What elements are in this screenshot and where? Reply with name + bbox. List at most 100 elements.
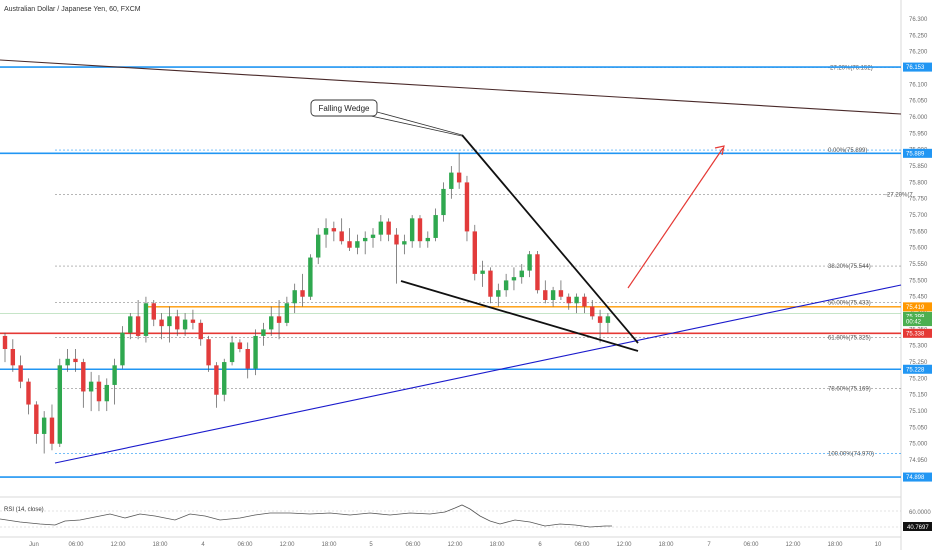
candle-body xyxy=(386,221,391,235)
price-tag xyxy=(903,302,932,312)
x-tick-label: 10 xyxy=(875,542,882,548)
candle-body xyxy=(135,316,141,336)
x-tick-label: 12:00 xyxy=(785,542,801,548)
x-tick-label: 18:00 xyxy=(827,542,843,548)
price-tag-label: 75.228 xyxy=(906,367,925,373)
candle-body xyxy=(151,303,156,320)
y-tick-label: 75.250 xyxy=(909,360,928,366)
candle-body xyxy=(590,306,595,317)
candle-body xyxy=(535,254,540,291)
y-tick-label: 75.850 xyxy=(909,164,928,170)
callout-pointer-1 xyxy=(376,111,463,136)
target-arrow-line xyxy=(627,147,724,289)
y-tick-label: 76.300 xyxy=(909,17,928,23)
candle-body xyxy=(409,218,415,242)
candle-body xyxy=(73,358,78,363)
candle-body xyxy=(425,237,431,242)
candle-body xyxy=(355,241,360,248)
x-tick-label: 18:00 xyxy=(152,542,168,548)
candle-body xyxy=(143,303,149,336)
callout-pointer-2 xyxy=(370,115,463,137)
price-tag-label: 75.419 xyxy=(906,305,925,311)
candle-body xyxy=(229,342,235,363)
y-tick-label: 75.550 xyxy=(909,262,928,268)
y-tick-label: 76.050 xyxy=(909,99,928,105)
candle-body xyxy=(488,270,493,297)
candle-body xyxy=(402,241,407,245)
candle-body xyxy=(543,290,548,300)
fib-level-label: 50.00%(75.433) xyxy=(828,300,871,306)
x-tick-label: 18:00 xyxy=(658,542,674,548)
candle-body xyxy=(261,329,266,336)
y-tick-label: 76.250 xyxy=(909,33,928,39)
candle-body xyxy=(269,316,274,330)
candle-body xyxy=(182,319,188,330)
candle-body xyxy=(88,381,94,392)
x-tick-label: 4 xyxy=(201,542,205,548)
price-tag xyxy=(903,317,932,327)
long-downtrend-line xyxy=(0,59,902,115)
candle-body xyxy=(339,231,344,242)
candle-body xyxy=(276,316,282,323)
candle-body xyxy=(112,365,117,385)
y-tick-label: 75.700 xyxy=(909,213,928,219)
x-tick-label: 6 xyxy=(538,542,542,548)
candle-body xyxy=(245,349,250,369)
x-tick-label: 06:00 xyxy=(743,542,759,548)
candle-body xyxy=(519,270,524,278)
candle-body xyxy=(96,381,102,402)
candle-body xyxy=(214,365,219,395)
y-tick-label: 75.750 xyxy=(909,197,928,203)
price-tag-label: 75.338 xyxy=(906,331,925,337)
candle-body xyxy=(10,349,16,366)
candle-body xyxy=(167,316,172,327)
candle-body xyxy=(433,215,438,238)
y-tick-label: 76.200 xyxy=(909,50,928,56)
candle-body xyxy=(159,319,164,327)
price-tag xyxy=(903,311,932,321)
x-tick-label: 06:00 xyxy=(68,542,84,548)
y-tick-label: 75.300 xyxy=(909,344,928,350)
y-tick-label: 75.050 xyxy=(909,425,928,431)
x-tick-label: 06:00 xyxy=(237,542,253,548)
candle-body xyxy=(206,339,211,366)
x-tick-label: 12:00 xyxy=(279,542,295,548)
x-tick-label: 18:00 xyxy=(321,542,337,548)
fib-level-label: -27.20%(76.152) xyxy=(828,65,873,71)
candle-body xyxy=(574,296,579,304)
candle-body xyxy=(49,417,55,444)
candle-body xyxy=(316,234,321,258)
price-tag xyxy=(903,148,932,158)
x-tick-label: 12:00 xyxy=(447,542,463,548)
fib-level-label: 61.80%(75.325) xyxy=(828,336,871,342)
candle-body xyxy=(128,316,133,333)
callout-box xyxy=(310,99,378,117)
candle-body xyxy=(511,277,517,281)
candle-body xyxy=(190,319,196,323)
x-tick-label: 12:00 xyxy=(616,542,632,548)
fib-level-label: 0.00%(75.899) xyxy=(828,148,867,154)
x-tick-label: Jun xyxy=(29,542,39,548)
candle-body xyxy=(347,241,352,248)
y-tick-label: 74.950 xyxy=(909,458,928,464)
candle-body xyxy=(582,296,587,307)
y-tick-label: 75.450 xyxy=(909,295,928,301)
candle-body xyxy=(605,316,611,323)
price-tag xyxy=(903,364,932,374)
candle-body xyxy=(81,362,86,392)
candle-body xyxy=(198,322,203,340)
y-tick-label: 75.650 xyxy=(909,229,928,235)
candle-body xyxy=(300,290,305,297)
candle-body xyxy=(65,358,70,366)
rsi-value-tag xyxy=(903,522,932,531)
candle-body xyxy=(370,234,376,238)
candle-body xyxy=(550,290,556,300)
x-tick-label: 18:00 xyxy=(489,542,505,548)
price-tag xyxy=(903,328,932,338)
y-tick-label: 75.200 xyxy=(909,376,928,382)
rsi-value-label: 40.7697 xyxy=(907,525,929,531)
y-tick-label: 75.500 xyxy=(909,278,928,284)
candle-body xyxy=(292,290,297,304)
falling-wedge-callout: Falling Wedge xyxy=(310,99,463,137)
